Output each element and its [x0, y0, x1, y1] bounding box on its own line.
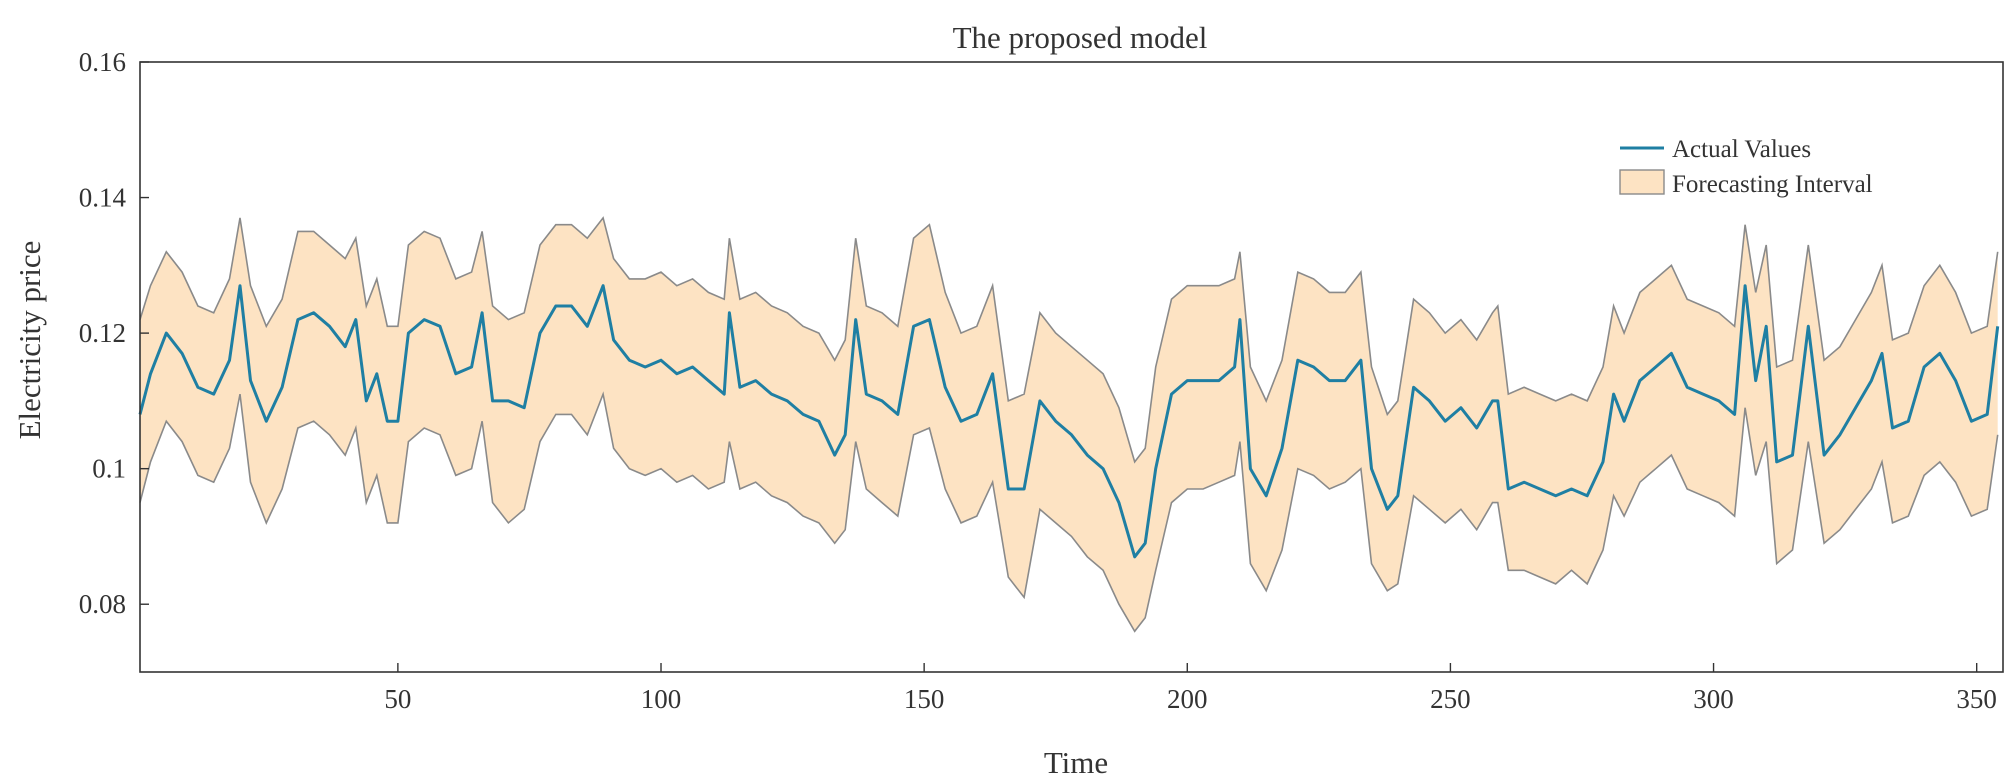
x-tick-label: 50 [384, 684, 411, 714]
y-axis: 0.08 0.1 0.12 0.14 0.16 [79, 47, 149, 619]
y-tick-label: 0.1 [92, 454, 126, 484]
plot-area [138, 216, 2000, 633]
y-tick-label: 0.08 [79, 589, 126, 619]
y-axis-label: Electricity price [12, 241, 47, 440]
legend: Actual Values Forecasting Interval [1619, 136, 1873, 198]
x-tick-label: 300 [1693, 684, 1734, 714]
legend-forecasting-interval-label: Forecasting Interval [1672, 171, 1873, 198]
legend-forecasting-interval-swatch [1619, 169, 1665, 195]
x-tick-label: 250 [1430, 684, 1471, 714]
forecasting-interval-band [140, 217, 1998, 632]
x-axis: 50 100 150 200 250 300 350 [384, 663, 1997, 714]
forecasting-interval-upper-edge [139, 216, 1999, 464]
x-tick-label: 200 [1167, 684, 1208, 714]
x-tick-label: 100 [641, 684, 682, 714]
legend-actual-values-label: Actual Values [1672, 136, 1811, 163]
chart-title: The proposed model [953, 20, 1208, 55]
forecasting-interval-lower-edge [139, 391, 1999, 633]
plot-frame [139, 61, 2004, 673]
actual-values-line [138, 284, 2000, 559]
y-tick-label: 0.16 [79, 47, 126, 77]
y-tick-label: 0.12 [79, 318, 126, 348]
x-axis-label: Time [1044, 745, 1108, 780]
x-tick-label: 150 [904, 684, 945, 714]
x-tick-label: 350 [1956, 684, 1997, 714]
y-tick-label: 0.14 [79, 183, 127, 213]
